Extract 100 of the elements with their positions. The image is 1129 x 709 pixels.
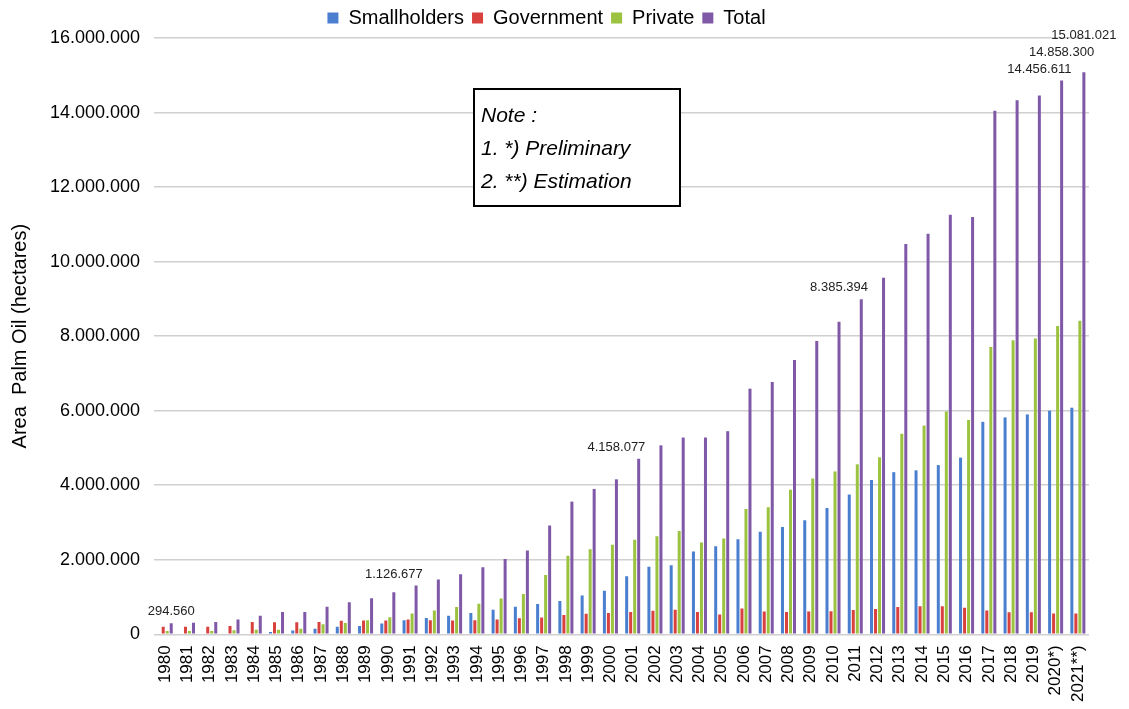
x-tick-label: 1998 xyxy=(555,645,575,684)
y-tick-label: 10.000.000 xyxy=(49,250,141,271)
bar xyxy=(214,621,218,634)
bar xyxy=(424,617,428,634)
x-tick-label: 2011 xyxy=(844,645,864,682)
x-tick-label: 1994 xyxy=(466,645,486,684)
bar xyxy=(659,445,663,634)
bar xyxy=(206,626,210,634)
bar xyxy=(691,551,695,634)
bar xyxy=(1033,338,1037,634)
bar xyxy=(366,620,370,634)
bar xyxy=(602,590,606,634)
bar xyxy=(1011,340,1015,634)
bar xyxy=(1078,320,1082,634)
bar xyxy=(250,621,254,634)
bar xyxy=(859,299,863,634)
bar xyxy=(513,606,517,634)
bar xyxy=(985,610,989,634)
y-tick-label: 4.000.000 xyxy=(60,474,141,495)
bar xyxy=(473,620,477,634)
bar xyxy=(1082,72,1086,634)
x-tick-label: 1993 xyxy=(444,645,464,684)
bar xyxy=(1056,326,1060,634)
bar xyxy=(815,340,819,634)
bar xyxy=(1074,613,1078,634)
bar xyxy=(766,507,770,634)
bar xyxy=(669,565,673,634)
bar xyxy=(321,624,325,634)
bar xyxy=(625,576,629,634)
y-tick-label: 14.000.000 xyxy=(49,101,141,122)
bar xyxy=(722,538,726,634)
annotation: 1. *) Preliminary xyxy=(481,135,632,161)
bar xyxy=(855,464,859,634)
bar xyxy=(273,622,277,634)
bar xyxy=(370,598,374,634)
bar xyxy=(651,610,655,634)
bar xyxy=(325,606,329,634)
bar xyxy=(477,603,481,634)
x-tick-label: 1980 xyxy=(154,645,174,684)
bar xyxy=(299,628,303,634)
bar xyxy=(459,574,463,634)
x-tick-label: 1983 xyxy=(221,645,241,684)
bar xyxy=(762,611,766,634)
bar xyxy=(258,615,262,634)
x-tick-label: 1982 xyxy=(199,645,219,684)
bar xyxy=(784,611,788,634)
bar xyxy=(566,555,570,634)
bar xyxy=(744,509,748,634)
bar xyxy=(388,617,392,634)
x-tick-label: 2001 xyxy=(622,645,642,684)
x-tick-label: 1986 xyxy=(288,645,308,684)
bar xyxy=(491,609,495,634)
bar xyxy=(940,606,944,634)
bar xyxy=(900,433,904,634)
annotation: Note : xyxy=(481,102,539,128)
bar xyxy=(655,536,659,634)
bar xyxy=(228,626,232,634)
bar xyxy=(588,549,592,634)
bar xyxy=(1007,612,1011,634)
bar xyxy=(469,613,473,634)
bar xyxy=(614,479,618,634)
bar xyxy=(495,619,499,634)
bar xyxy=(882,277,886,634)
bar xyxy=(414,585,418,634)
y-tick-label: 0 xyxy=(130,623,141,644)
x-tick-label: 1985 xyxy=(266,645,286,684)
bar xyxy=(410,613,414,634)
y-tick-label: 16.000.000 xyxy=(49,26,141,47)
bar xyxy=(295,622,299,634)
x-tick-label: 2014 xyxy=(911,645,931,684)
bar xyxy=(536,604,540,634)
bar xyxy=(281,611,285,634)
data-label: 4.158.077 xyxy=(587,438,646,454)
bar xyxy=(187,630,191,634)
bar xyxy=(629,611,633,634)
bar xyxy=(1070,407,1074,634)
bar xyxy=(971,216,975,634)
bar xyxy=(517,618,521,634)
bar xyxy=(896,607,900,634)
x-tick-label: 2010 xyxy=(822,645,842,684)
bar xyxy=(740,608,744,634)
legend-label: Private xyxy=(632,5,695,28)
x-tick-label: 1988 xyxy=(332,645,352,684)
bar xyxy=(878,457,882,634)
bar xyxy=(748,388,752,634)
y-tick-label: 6.000.000 xyxy=(60,399,141,420)
data-label: 14.858.300 xyxy=(1029,43,1095,59)
bar xyxy=(926,233,930,634)
bar xyxy=(277,629,281,634)
bar xyxy=(851,610,855,634)
x-tick-label: 1992 xyxy=(422,645,442,684)
x-tick-label: 1999 xyxy=(577,645,597,684)
bar xyxy=(825,507,829,634)
x-tick-label: 2009 xyxy=(800,645,820,684)
y-tick-label: 2.000.000 xyxy=(60,548,141,569)
bar xyxy=(892,472,896,634)
bar xyxy=(633,539,637,634)
x-tick-label: 2015 xyxy=(934,645,953,684)
bar xyxy=(780,526,784,634)
bar xyxy=(358,626,362,634)
